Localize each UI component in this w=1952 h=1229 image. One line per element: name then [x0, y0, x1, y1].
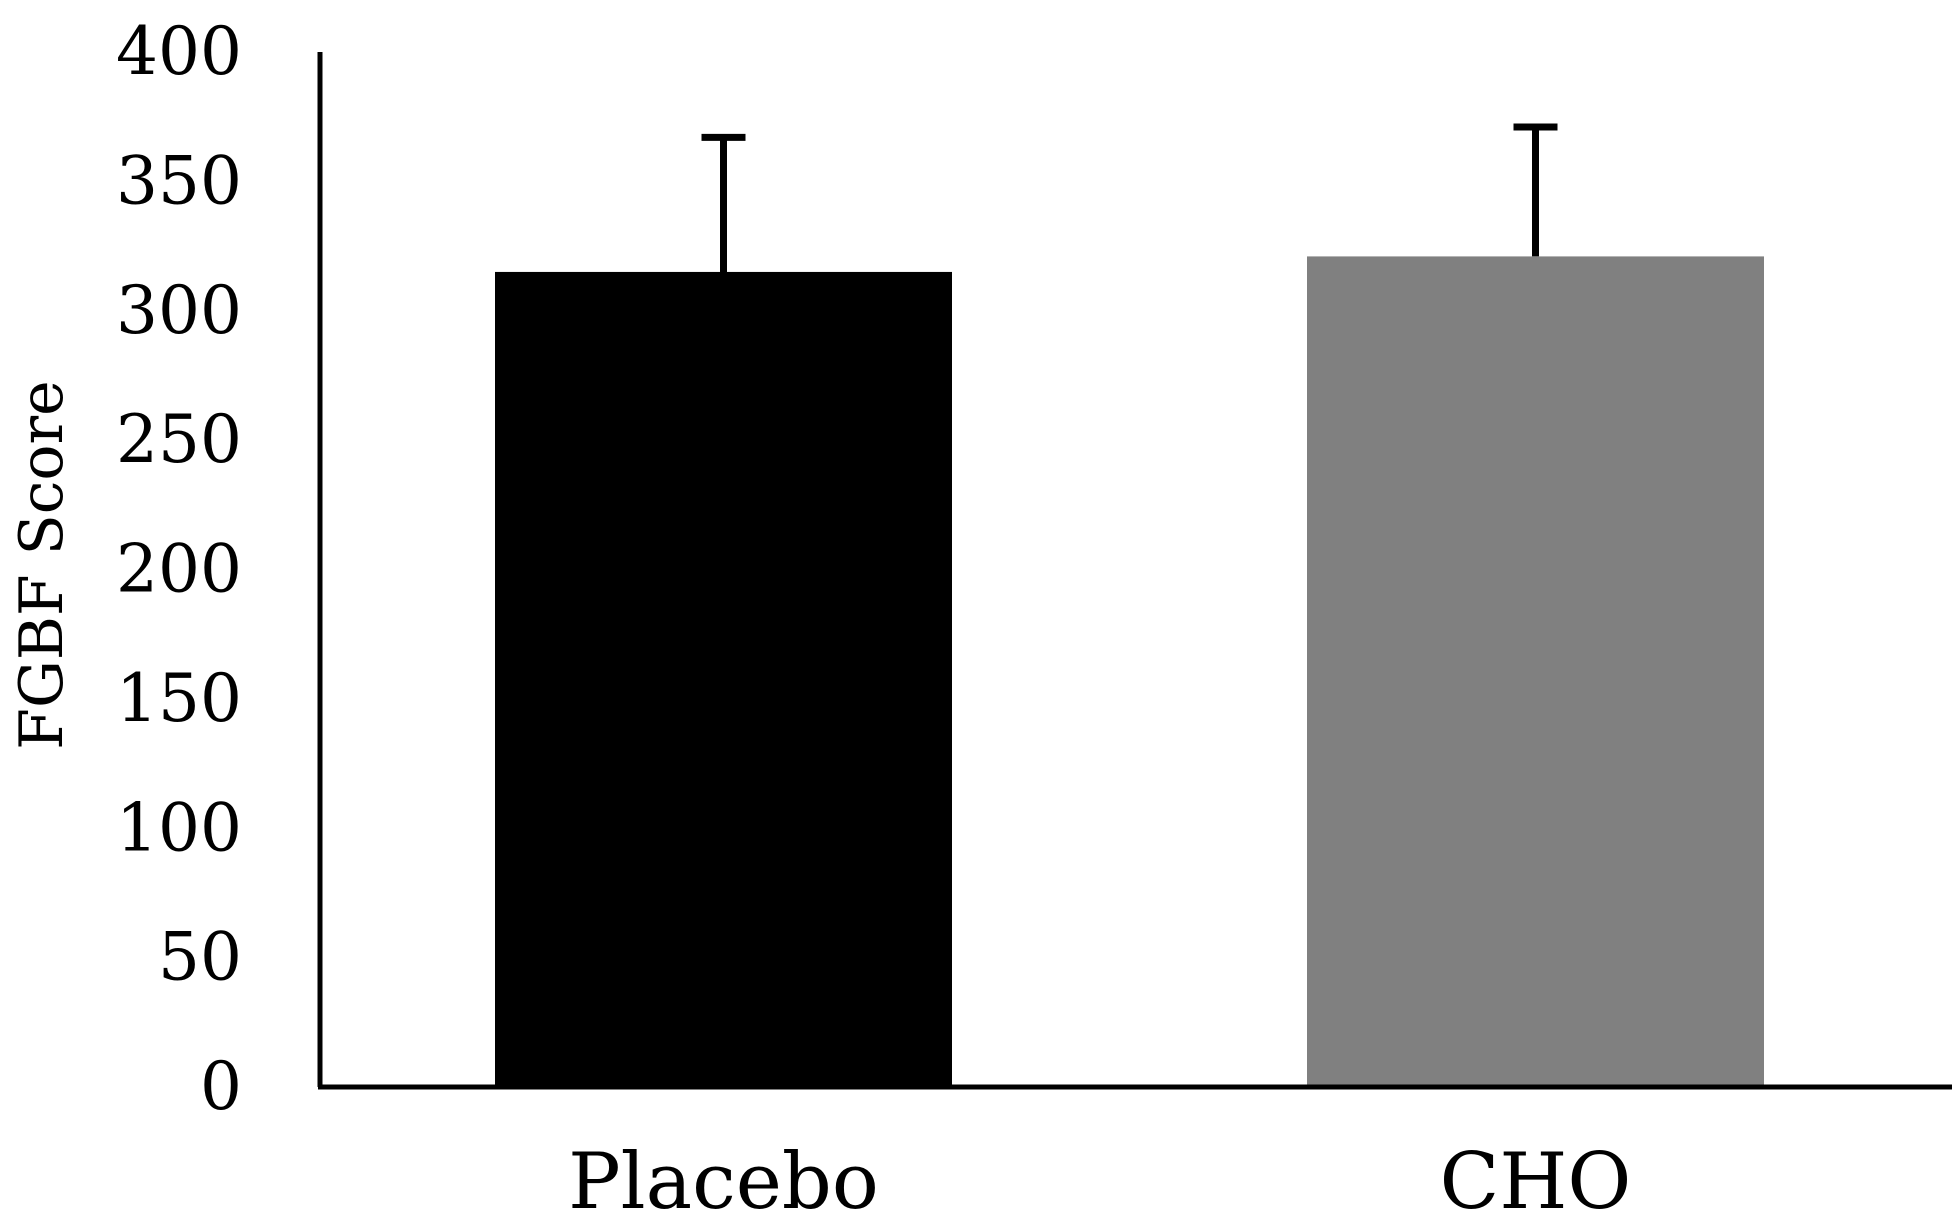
bars: [495, 256, 1764, 1088]
y-tick-label: 350: [116, 142, 242, 219]
x-category-label: Placebo: [568, 1137, 879, 1227]
y-tick-label: 250: [116, 401, 242, 478]
y-tick-labels: 0 50 100 150 200 250 300 350 400: [116, 13, 242, 1125]
y-axis-title: FGBF Score: [7, 380, 77, 749]
bar-placebo: [495, 271, 952, 1087]
y-tick-label: 300: [116, 272, 242, 349]
y-tick-label: 200: [116, 531, 242, 608]
bar-cho: [1307, 256, 1764, 1088]
error-bars: [701, 123, 1558, 272]
x-category-labels: Placebo CHO: [568, 1137, 1631, 1227]
y-tick-label: 50: [158, 919, 242, 996]
y-tick-label: 400: [116, 13, 242, 90]
y-tick-label: 100: [116, 789, 242, 866]
y-tick-label: 0: [200, 1048, 242, 1125]
x-category-label: CHO: [1440, 1137, 1632, 1227]
y-tick-label: 150: [116, 660, 242, 737]
